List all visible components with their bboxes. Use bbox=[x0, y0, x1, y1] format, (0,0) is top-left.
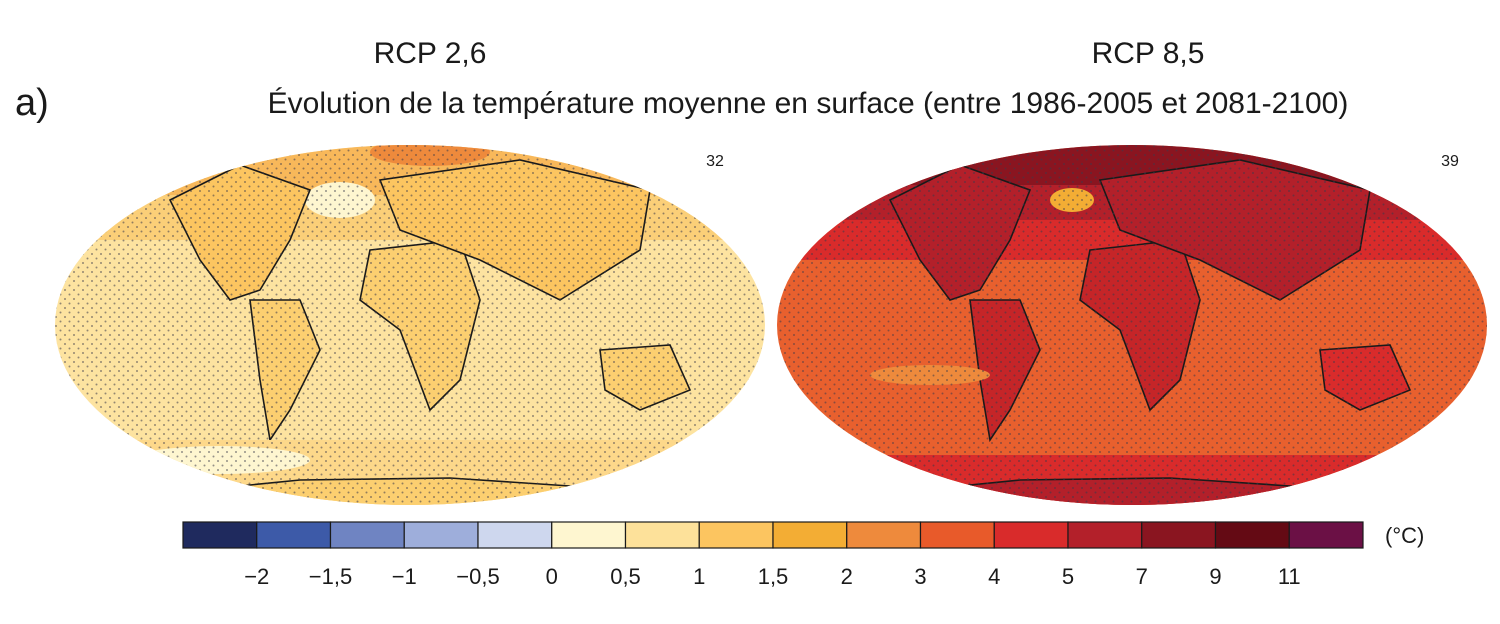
colorbar-swatch bbox=[329, 521, 405, 549]
colorbar-swatch bbox=[1214, 521, 1290, 549]
colorbar-label: 4 bbox=[988, 564, 1000, 589]
scenario-title: RCP 2,6 bbox=[374, 37, 487, 70]
colorbar-swatch bbox=[403, 521, 479, 549]
colorbar-swatch bbox=[624, 521, 700, 549]
colorbar-swatch bbox=[182, 521, 258, 549]
colorbar-label: 0,5 bbox=[610, 564, 641, 589]
map-rcp85 bbox=[777, 145, 1487, 505]
colorbar-label: −1,5 bbox=[309, 564, 352, 589]
colorbar-label: 11 bbox=[1278, 564, 1301, 589]
colorbar-swatch bbox=[772, 521, 848, 549]
colorbar-label: 1 bbox=[693, 564, 705, 589]
colorbar-label: 9 bbox=[1209, 564, 1221, 589]
colorbar-label: 1,5 bbox=[758, 564, 789, 589]
colorbar-swatch bbox=[477, 521, 553, 549]
colorbar-swatch bbox=[1141, 521, 1217, 549]
colorbar-label: 5 bbox=[1062, 564, 1074, 589]
colorbar-swatch bbox=[993, 521, 1069, 549]
scenario-title: RCP 8,5 bbox=[1092, 37, 1205, 70]
colorbar-label: 7 bbox=[1136, 564, 1148, 589]
colorbar-label: 0 bbox=[546, 564, 558, 589]
colorbar-swatch bbox=[256, 521, 332, 549]
colorbar-swatch bbox=[1288, 521, 1364, 549]
colorbar-label: −0,5 bbox=[456, 564, 499, 589]
colorbar-swatch bbox=[919, 521, 995, 549]
colorbar-label: 3 bbox=[914, 564, 926, 589]
colorbar-swatch bbox=[846, 521, 922, 549]
main-title: Évolution de la température moyenne en s… bbox=[268, 87, 1349, 120]
colorbar-label: 2 bbox=[841, 564, 853, 589]
colorbar-swatch bbox=[551, 521, 627, 549]
colorbar-swatch bbox=[1067, 521, 1143, 549]
map-rcp26 bbox=[55, 145, 765, 505]
colorbar-swatch bbox=[698, 521, 774, 549]
model-count: 32 bbox=[706, 153, 724, 170]
colorbar-unit: (°C) bbox=[1385, 523, 1424, 548]
colorbar-label: −2 bbox=[244, 564, 269, 589]
model-count: 39 bbox=[1441, 153, 1459, 170]
panel-label: a) bbox=[15, 82, 49, 124]
colorbar-label: −1 bbox=[392, 564, 417, 589]
